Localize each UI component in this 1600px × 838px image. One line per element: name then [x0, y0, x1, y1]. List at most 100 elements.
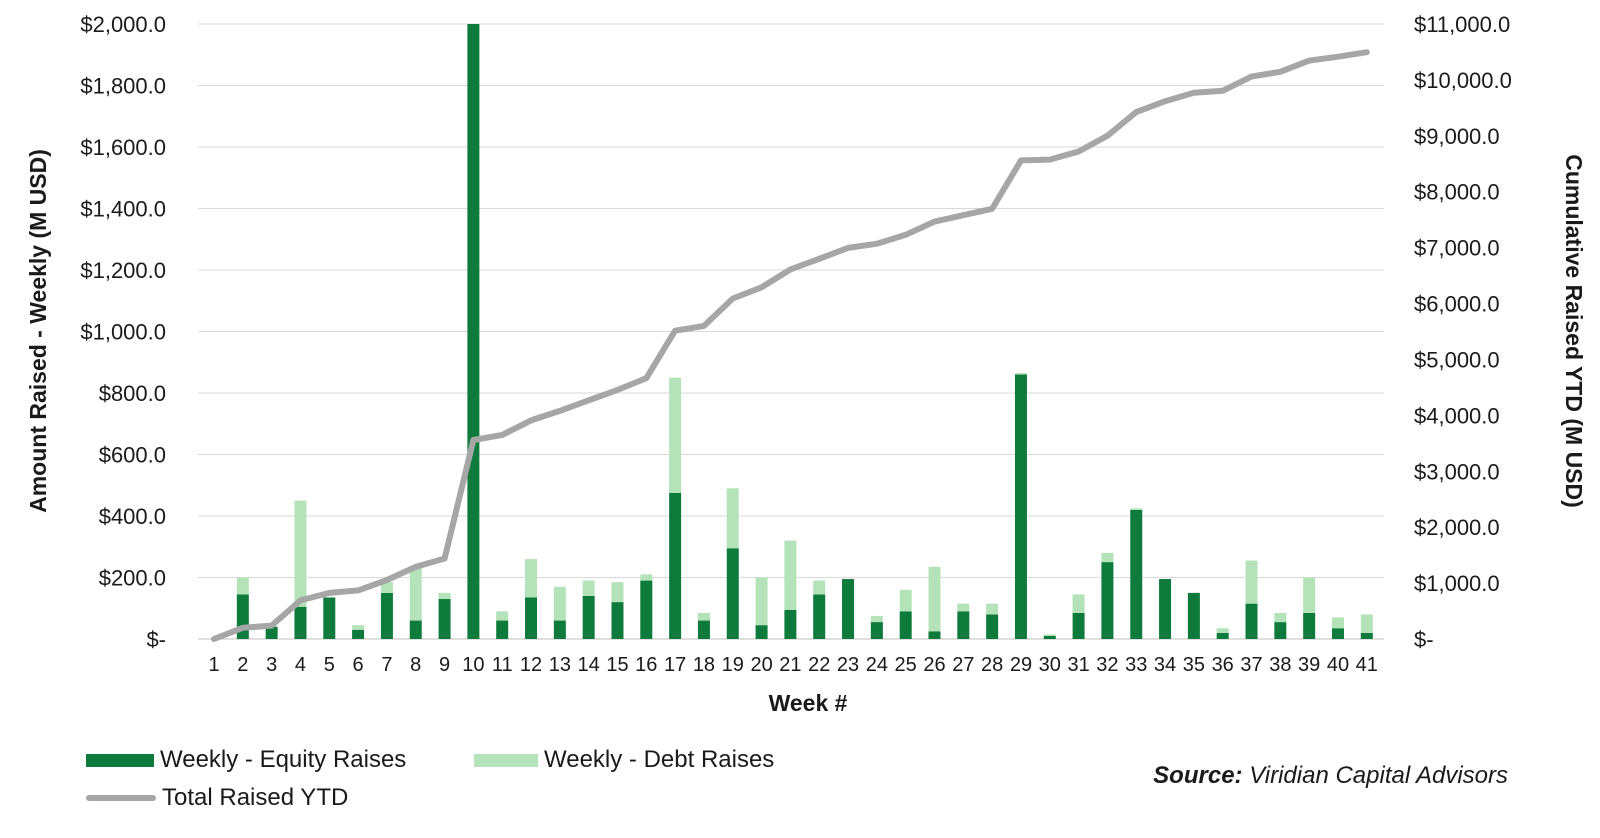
- bar-equity: [957, 611, 970, 639]
- bar-debt: [1245, 560, 1258, 604]
- y2-tick-label: $3,000.0: [1414, 459, 1500, 484]
- bar-equity: [1245, 603, 1258, 639]
- bar-equity: [1159, 579, 1172, 639]
- bar-equity: [669, 492, 682, 639]
- x-tick-label: 18: [693, 654, 715, 676]
- bar-equity: [784, 609, 797, 639]
- legend-label-debt: Weekly - Debt Raises: [544, 746, 775, 773]
- x-tick-label: 4: [295, 654, 306, 676]
- bar-debt: [1303, 577, 1316, 613]
- bar-equity: [553, 620, 566, 639]
- x-tick-label: 28: [981, 654, 1003, 676]
- bar-debt: [438, 592, 451, 600]
- y2-axis-title: Cumulative Raised YTD (M USD): [1561, 154, 1587, 508]
- bar-equity: [870, 622, 883, 639]
- bar-debt: [813, 580, 826, 595]
- x-tick-label: 26: [923, 654, 945, 676]
- y2-tick-label: $-: [1414, 627, 1434, 652]
- x-tick-label: 6: [353, 654, 364, 676]
- bar-debt: [553, 586, 566, 621]
- bar-equity: [697, 620, 710, 639]
- x-tick-label: 8: [410, 654, 421, 676]
- bar-debt: [1043, 634, 1056, 636]
- y-tick-label: $2,000.0: [80, 12, 166, 37]
- x-tick-label: 10: [462, 654, 484, 676]
- bar-equity: [380, 592, 393, 639]
- bar-equity: [726, 548, 739, 639]
- x-tick-label: 9: [439, 654, 450, 676]
- legend-item-equity: Weekly - Equity Raises: [86, 746, 406, 774]
- bar-debt: [496, 611, 509, 621]
- x-tick-label: 1: [208, 654, 219, 676]
- bar-debt: [352, 625, 365, 630]
- x-axis-title: Week #: [769, 690, 848, 716]
- y2-tick-label: $8,000.0: [1414, 180, 1500, 205]
- bar-equity: [1360, 632, 1373, 639]
- source-note: Source: Viridian Capital Advisors: [1153, 762, 1508, 790]
- x-tick-label: 19: [722, 654, 744, 676]
- x-tick-label: 41: [1356, 654, 1378, 676]
- x-tick-label: 27: [952, 654, 974, 676]
- bar-equity: [438, 599, 451, 639]
- bar-debt: [669, 377, 682, 493]
- x-tick-label: 23: [837, 654, 859, 676]
- y-axis-title: Amount Raised - Weekly (M USD): [25, 149, 51, 513]
- bar-debt: [611, 582, 624, 603]
- bar-debt: [525, 559, 538, 598]
- x-tick-label: 17: [664, 654, 686, 676]
- y2-tick-label: $11,000.0: [1414, 12, 1510, 37]
- bar-equity: [496, 620, 509, 639]
- bar-equity: [1187, 592, 1200, 639]
- x-axis-ticks: 1 2 3 4 5 6 7 8 9 10 11 12 13 14 15 16 17 18 19 20 21 22 23 24 2…: [208, 654, 1377, 676]
- y-tick-label: $1,200.0: [80, 258, 166, 283]
- bar-equity: [611, 602, 624, 639]
- bar-debt: [380, 582, 393, 593]
- y-tick-label: $800.0: [99, 381, 166, 406]
- y2-tick-label: $6,000.0: [1414, 292, 1500, 317]
- legend-swatch-equity: [86, 753, 154, 767]
- legend-label-total: Total Raised YTD: [162, 784, 349, 811]
- bar-debt: [899, 589, 912, 612]
- x-tick-label: 40: [1327, 654, 1349, 676]
- bar-equity: [582, 595, 595, 639]
- x-tick-label: 29: [1010, 654, 1032, 676]
- bar-debt: [1331, 617, 1344, 629]
- total-line-group: [211, 49, 1370, 642]
- y2-tick-label: $4,000.0: [1414, 403, 1500, 428]
- y-tick-label: $1,800.0: [80, 74, 166, 99]
- bar-equity: [1101, 562, 1114, 639]
- x-tick-label: 25: [895, 654, 917, 676]
- bar-equity: [928, 631, 941, 639]
- bar-debt: [1274, 612, 1287, 623]
- x-tick-label: 7: [381, 654, 392, 676]
- bar-equity: [265, 626, 278, 639]
- bar-equity: [899, 611, 912, 639]
- bar-debt: [1130, 508, 1143, 510]
- x-tick-label: 2: [237, 654, 248, 676]
- x-tick-label: 35: [1183, 654, 1205, 676]
- bar-equity: [755, 625, 768, 639]
- y-tick-label: $200.0: [99, 566, 166, 591]
- bar-equity: [323, 597, 336, 639]
- x-tick-label: 36: [1212, 654, 1234, 676]
- bar-debt: [1216, 628, 1229, 633]
- legend-item-total: Total Raised YTD: [86, 784, 348, 812]
- bar-debt: [957, 603, 970, 612]
- bar-debt: [640, 574, 653, 581]
- y-tick-label: $1,000.0: [80, 320, 166, 345]
- y-tick-label: $1,600.0: [80, 135, 166, 160]
- bar-debt: [755, 577, 768, 626]
- legend: Weekly - Equity Raises Weekly - Debt Rai…: [86, 746, 906, 826]
- x-tick-label: 37: [1240, 654, 1262, 676]
- bar-equity: [1014, 374, 1027, 639]
- left-axis-ticks: $- $200.0 $400.0 $600.0 $800.0 $1,000.0 $1,200…: [80, 12, 166, 652]
- bar-debt: [582, 580, 595, 596]
- x-tick-label: 39: [1298, 654, 1320, 676]
- y-tick-label: $600.0: [99, 443, 166, 468]
- x-tick-label: 22: [808, 654, 830, 676]
- x-tick-label: 32: [1096, 654, 1118, 676]
- right-axis-ticks: $- $1,000.0 $2,000.0 $3,000.0 $4,000.0 $5,000…: [1414, 12, 1512, 652]
- y-tick-label: $-: [146, 627, 166, 652]
- y-tick-label: $1,400.0: [80, 197, 166, 222]
